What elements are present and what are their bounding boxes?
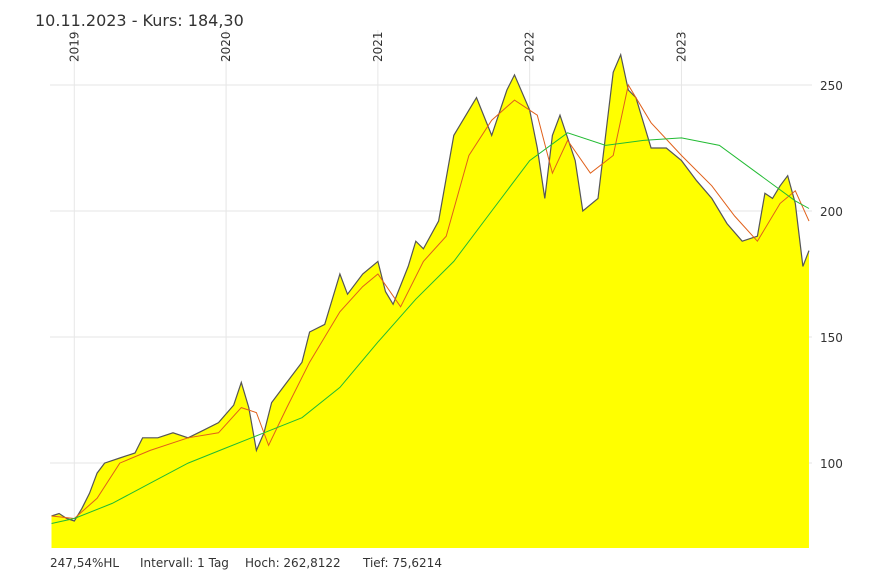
- chart-title: 10.11.2023 - Kurs: 184,30: [35, 11, 244, 30]
- x-tick-label: 2019: [67, 31, 81, 62]
- x-tick-label: 2021: [371, 31, 385, 62]
- footer-text: Tief: 75,6214: [362, 556, 442, 570]
- line: [51, 52, 810, 522]
- y-tick-label: 150: [820, 331, 843, 345]
- footer-text: 247,54%HL: [50, 556, 119, 570]
- footer-text: Hoch: 262,8122: [245, 556, 341, 570]
- y-tick-label: 200: [820, 205, 843, 219]
- x-tick-label: 2023: [674, 31, 688, 62]
- x-tick-label: 2020: [219, 31, 233, 62]
- line: [51, 132, 810, 524]
- area: [51, 54, 809, 548]
- x-tick-label: 2022: [523, 31, 537, 62]
- line: [51, 83, 810, 520]
- y-tick-label: 250: [820, 79, 843, 93]
- y-tick-label: 100: [820, 457, 843, 471]
- footer-text: Intervall: 1 Tag: [140, 556, 229, 570]
